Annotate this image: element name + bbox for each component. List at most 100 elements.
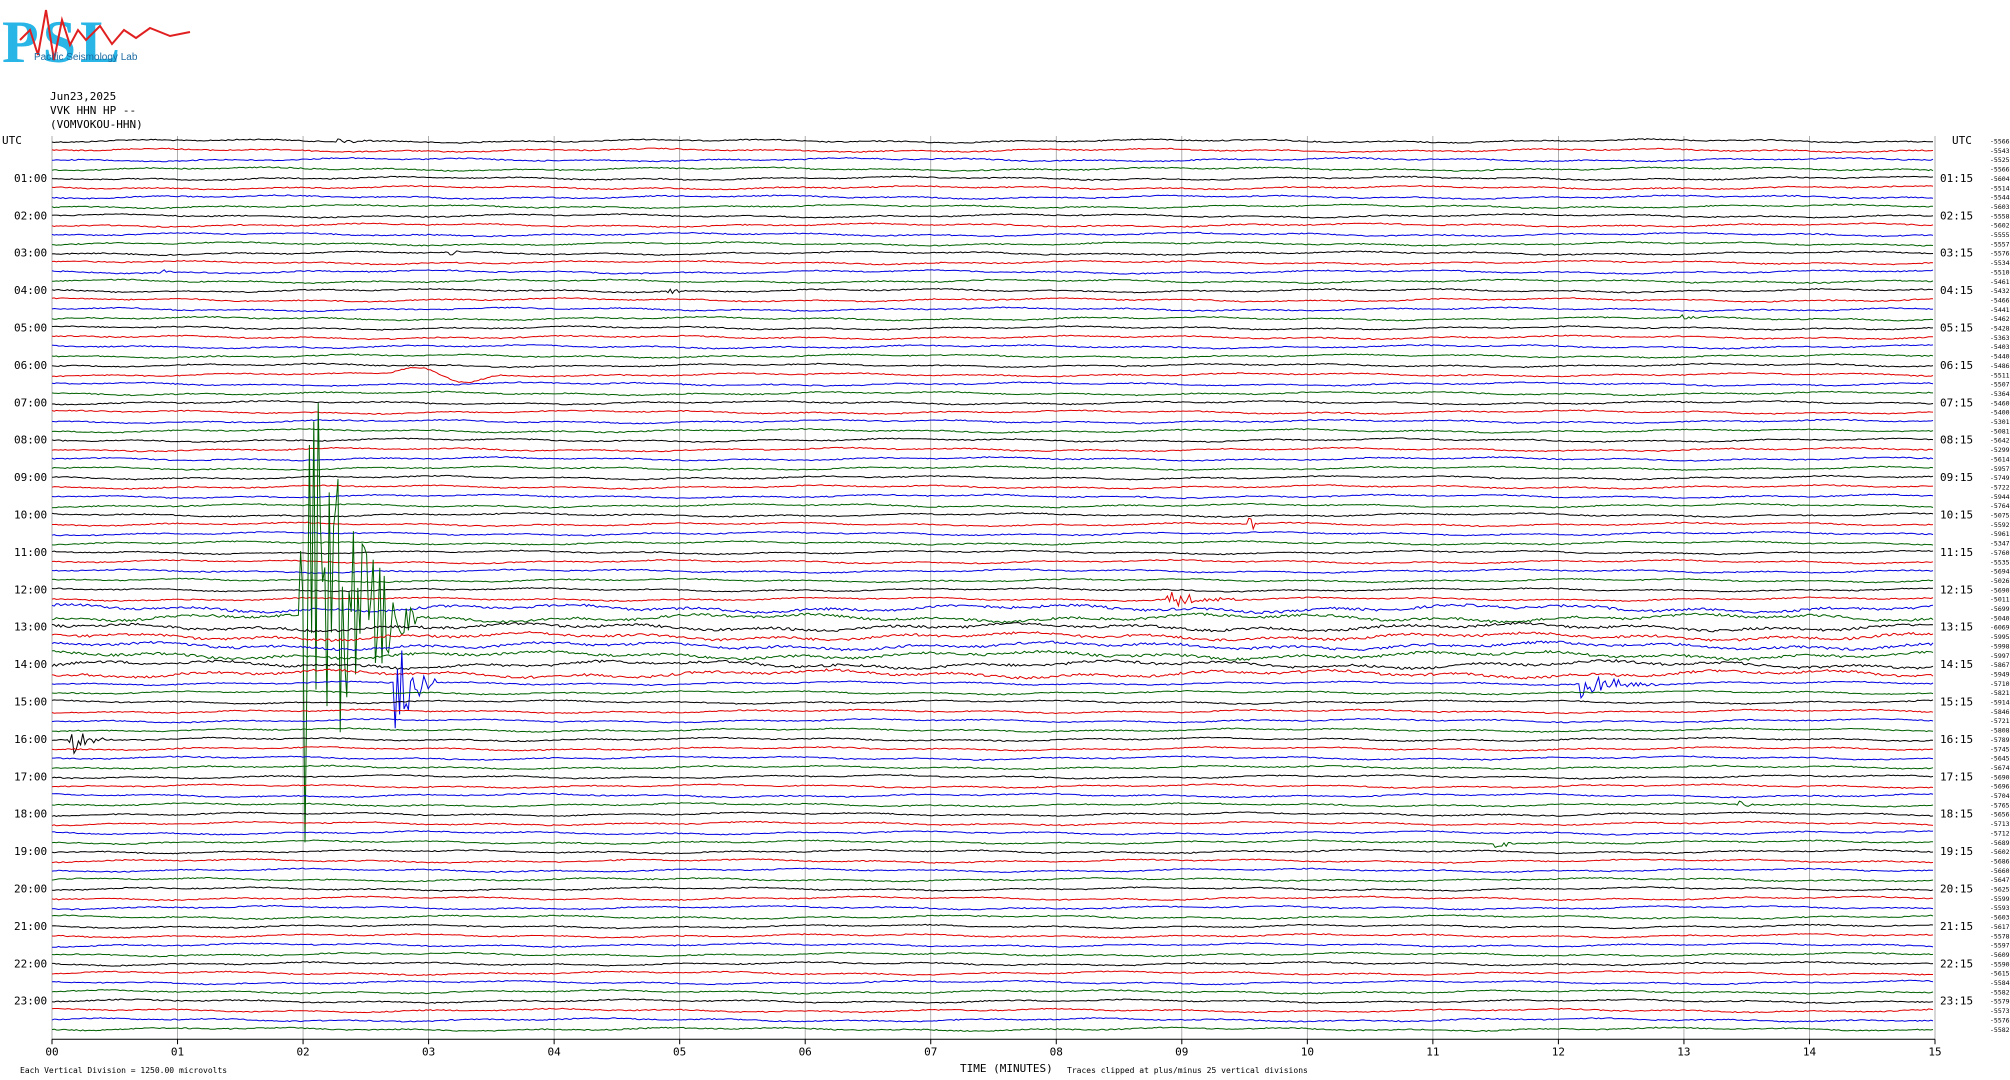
trace-offset-label: -5582	[1990, 1026, 2010, 1034]
trace-offset-label: -5609	[1990, 951, 2010, 959]
trace-line	[51, 306, 1934, 313]
trace-line	[51, 848, 1934, 855]
logo-waveform	[19, 9, 191, 61]
hour-label-left: 20:00	[14, 883, 47, 896]
trace-line	[51, 630, 1934, 642]
hour-label-right: 08:15	[1940, 434, 1973, 447]
trace-offset-label: -5363	[1990, 334, 2010, 342]
hour-label-left: 10:00	[14, 509, 47, 522]
trace-offset-label: -5590	[1990, 960, 2010, 968]
x-tick-label: 10	[1301, 1045, 1314, 1058]
footer-scale: Each Vertical Division = 1250.00 microvo…	[20, 1066, 227, 1075]
hour-label-left: 08:00	[14, 434, 47, 447]
trace-offset-label: -5557	[1990, 240, 2010, 248]
trace-line	[51, 334, 1934, 341]
trace-offset-label: -5689	[1990, 839, 2010, 847]
trace-line	[51, 895, 1934, 902]
hour-label-right: 02:15	[1940, 209, 1973, 222]
hour-label-right: 09:15	[1940, 471, 1973, 484]
trace-offset-label: -5364	[1990, 390, 2010, 398]
psl-logo: PSL Pacific Seismology Lab	[2, 9, 191, 75]
trace-line	[51, 437, 1934, 443]
x-tick-label: 03	[422, 1045, 435, 1058]
trace-line	[51, 512, 1934, 518]
trace-offset-label: -5535	[1990, 558, 2010, 566]
trace-offset-label: -5428	[1990, 325, 2010, 333]
hour-label-right: 16:15	[1940, 733, 1973, 746]
trace-line	[51, 668, 1934, 680]
x-tick-label: 08	[1050, 1045, 1063, 1058]
trace-offset-label: -5403	[1990, 343, 2010, 351]
hour-label-right: 18:15	[1940, 808, 1973, 821]
x-tick-label: 14	[1803, 1045, 1817, 1058]
trace-line	[51, 366, 1934, 384]
trace-offset-label: -5944	[1990, 493, 2010, 501]
trace-offset-label: -5347	[1990, 540, 2010, 548]
trace-line	[51, 658, 1934, 671]
trace-line	[51, 390, 1933, 397]
trace-line	[52, 517, 1934, 531]
trace-offset-label: -5011	[1990, 596, 2010, 604]
trace-line	[51, 933, 1934, 939]
trace-offset-label: -5081	[1990, 427, 2010, 435]
trace-offset-label: -5507	[1990, 381, 2010, 389]
trace-offset-label: -5604	[1990, 175, 2010, 183]
hour-label-right: 03:15	[1940, 247, 1973, 260]
trace-offset-label: -5543	[1990, 147, 2010, 155]
trace-offset-label: -5615	[1990, 970, 2010, 978]
hour-label-left: 12:00	[14, 583, 47, 596]
hour-label-right: 20:15	[1940, 883, 1973, 896]
trace-line	[51, 783, 1934, 789]
trace-line	[51, 502, 1934, 509]
hour-label-right: 06:15	[1940, 359, 1973, 372]
trace-offset-label: -5592	[1990, 521, 2010, 529]
hour-label-left: 21:00	[14, 920, 47, 933]
trace-offset-label: -5914	[1990, 699, 2010, 707]
trace-line	[51, 381, 1934, 387]
trace-line	[51, 774, 1934, 780]
x-tick-label: 00	[45, 1045, 58, 1058]
trace-offset-label: -5721	[1990, 717, 2010, 725]
trace-offset-label: -5674	[1990, 764, 2010, 772]
trace-offset-label: -5808	[1990, 727, 2010, 735]
trace-line	[51, 923, 1934, 930]
trace-offset-label: -5745	[1990, 745, 2010, 753]
trace-line	[51, 213, 1934, 219]
trace-offset-label: -5593	[1990, 904, 2010, 912]
trace-offset-label: -5995	[1990, 633, 2010, 641]
trace-offset-label: -5461	[1990, 278, 2010, 286]
trace-offset-label: -5998	[1990, 642, 2010, 650]
trace-line	[51, 474, 1934, 481]
trace-line	[51, 886, 1934, 892]
trace-offset-label: -5400	[1990, 409, 2010, 417]
trace-offset-label: -5710	[1990, 680, 2010, 688]
trace-line	[51, 839, 1933, 849]
hour-label-left: 06:00	[14, 359, 47, 372]
trace-offset-label: -5846	[1990, 708, 2010, 716]
hour-label-right: 13:15	[1940, 621, 1973, 634]
trace-line	[51, 540, 1934, 546]
trace-offset-label: -5486	[1990, 362, 2010, 370]
trace-line	[51, 166, 1934, 172]
trace-offset-label: -5578	[1990, 932, 2010, 940]
hour-label-right: 04:15	[1940, 284, 1973, 297]
hour-label-right: 19:15	[1940, 845, 1973, 858]
trace-offset-label: -5441	[1990, 306, 2010, 314]
trace-offset-label: -5690	[1990, 773, 2010, 781]
hour-label-left: 01:00	[14, 172, 47, 185]
trace-line	[51, 241, 1934, 247]
trace-offset-label: -5599	[1990, 895, 2010, 903]
trace-line	[51, 800, 1934, 808]
trace-line	[51, 493, 1934, 500]
trace-offset-label: -5696	[1990, 783, 2010, 791]
trace-line	[51, 203, 1934, 210]
trace-line	[51, 989, 1934, 995]
trace-line	[51, 1026, 1934, 1033]
trace-offset-label: -5997	[1990, 652, 2010, 660]
trace-line	[51, 484, 1934, 490]
trace-line	[51, 194, 1934, 200]
trace-offset-label: -5712	[1990, 829, 2010, 837]
trace-offset-label: -5558	[1990, 212, 2010, 220]
trace-line	[51, 530, 1934, 537]
